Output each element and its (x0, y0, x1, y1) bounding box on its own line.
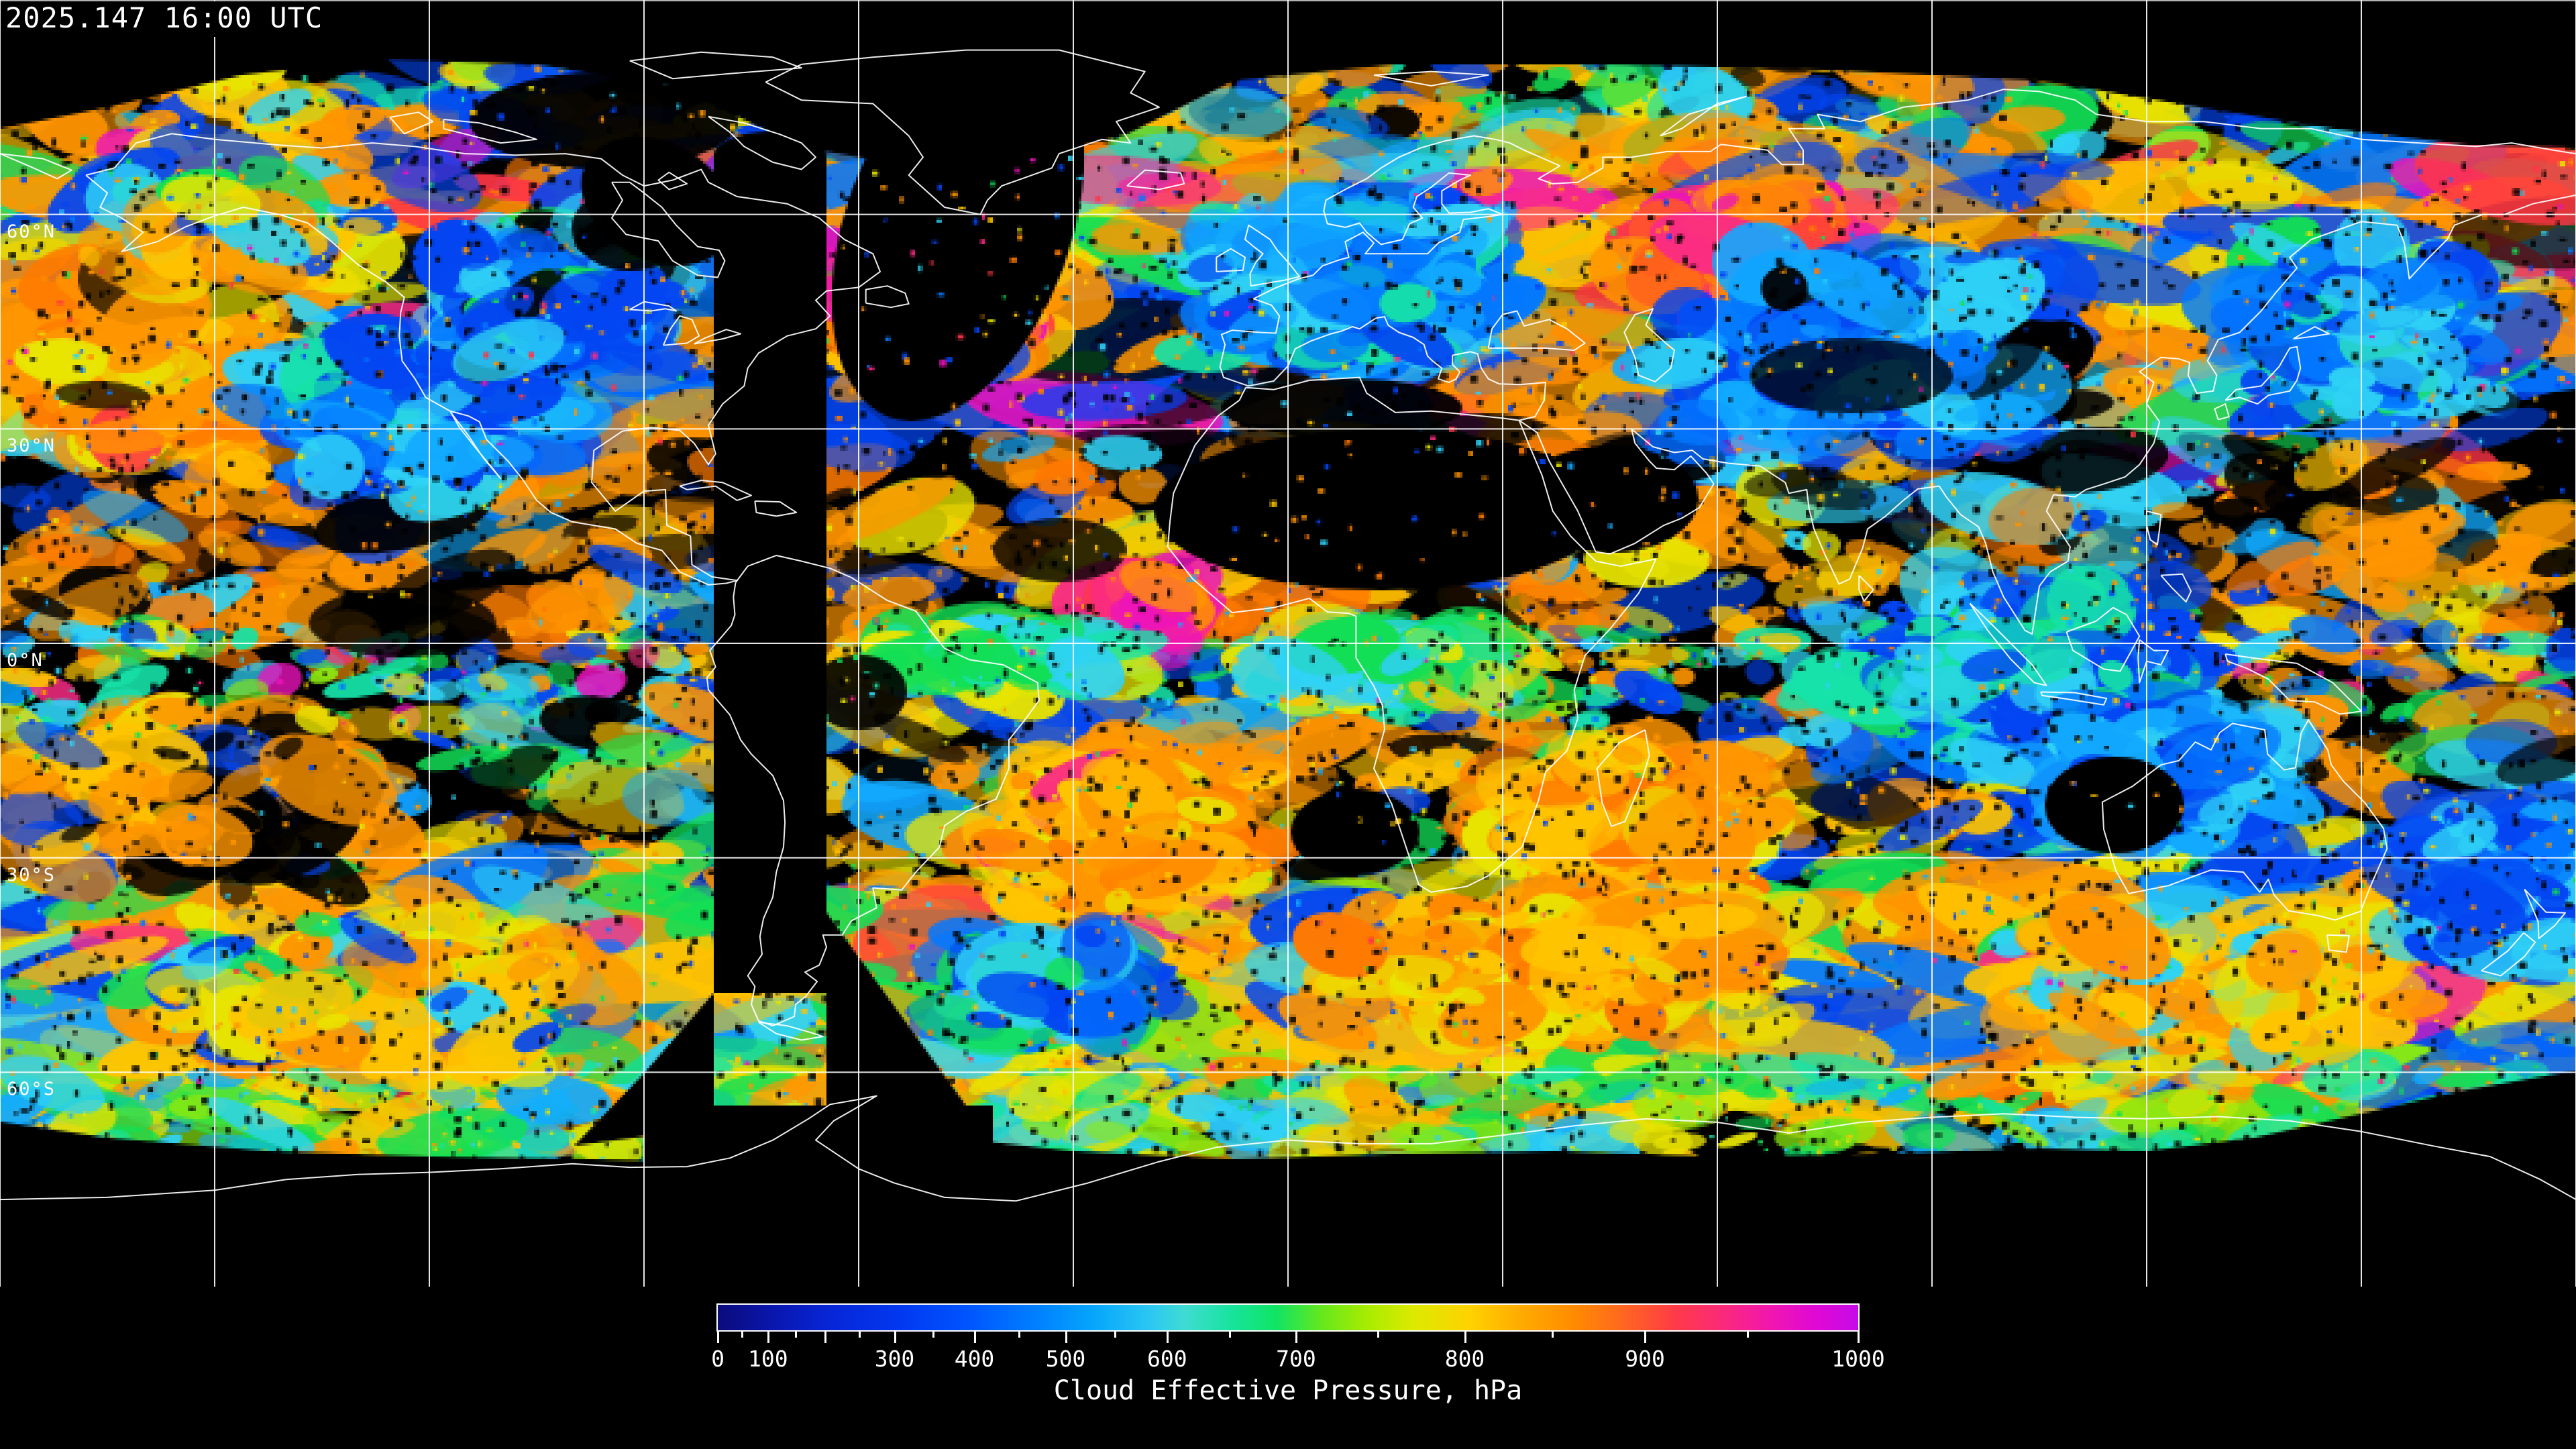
colorbar-minor-tick (1229, 1332, 1232, 1338)
colorbar-major-tick (1065, 1332, 1067, 1343)
colorbar-title: Cloud Effective Pressure, hPa (1053, 1375, 1523, 1406)
colorbar-minor-tick (1114, 1332, 1116, 1338)
colorbar-major-tick (973, 1332, 976, 1343)
colorbar-major-tick (1295, 1332, 1297, 1343)
colorbar-major-tick (1858, 1332, 1860, 1343)
colorbar-major-tick (717, 1332, 719, 1343)
latitude-label: 30°N (7, 435, 56, 457)
colorbar-tick-label: 700 (1276, 1346, 1316, 1372)
colorbar-minor-tick (794, 1332, 797, 1338)
colorbar-gradient (716, 1303, 1860, 1332)
colorbar-tick-label: 0 (711, 1346, 724, 1372)
colorbar-minor-tick (1377, 1332, 1380, 1338)
colorbar-tick-label: 300 (874, 1346, 915, 1372)
cloud-data-layer (0, 0, 2576, 1288)
colorbar-minor-tick (1018, 1332, 1020, 1338)
colorbar-tick-label: 500 (1045, 1346, 1086, 1372)
colorbar-tick-label: 100 (747, 1346, 788, 1372)
colorbar-minor-tick (1552, 1332, 1554, 1338)
colorbar-tick-label: 800 (1444, 1346, 1485, 1372)
colorbar-tick-label: 400 (954, 1346, 995, 1372)
colorbar-major-tick (767, 1332, 769, 1343)
latitude-label: 30°S (7, 864, 56, 885)
colorbar-major-tick (824, 1332, 826, 1343)
timestamp-label: 2025.147 16:00 UTC (5, 1, 330, 37)
colorbar-tick-label: 900 (1625, 1346, 1665, 1372)
colorbar-tick-label: 1000 (1831, 1346, 1885, 1372)
colorbar-tick-label: 600 (1146, 1346, 1187, 1372)
colorbar-minor-tick (741, 1332, 743, 1338)
colorbar-major-tick (1644, 1332, 1647, 1343)
colorbar-minor-tick (932, 1332, 935, 1338)
colorbar-minor-tick (858, 1332, 861, 1338)
colorbar-major-tick (1464, 1332, 1466, 1343)
latitude-label: 60°S (7, 1079, 56, 1100)
colorbar-minor-tick (1747, 1332, 1750, 1338)
latitude-label: 0°N (7, 650, 44, 672)
colorbar-major-tick (894, 1332, 896, 1343)
latitude-label: 60°N (7, 221, 56, 242)
colorbar-major-tick (1166, 1332, 1169, 1343)
